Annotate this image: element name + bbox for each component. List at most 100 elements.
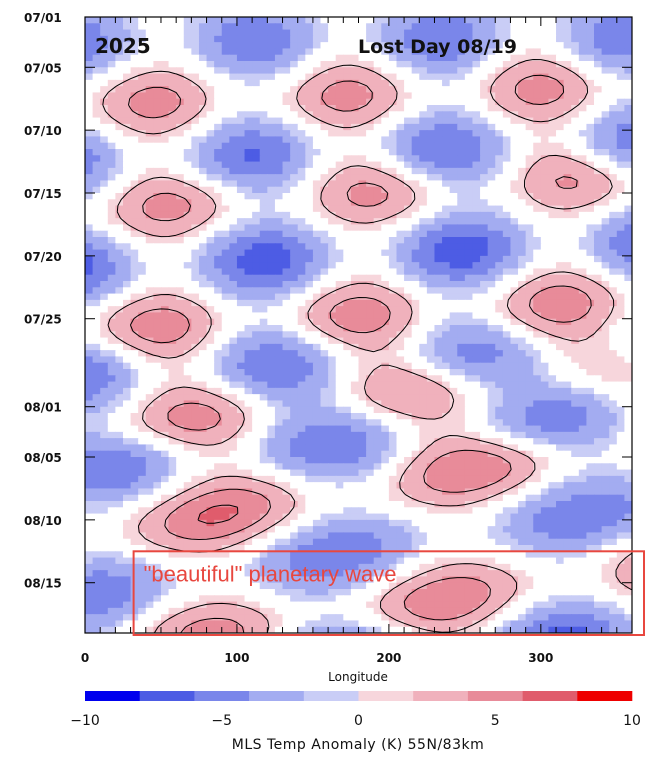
heatmap-cell [236,61,246,68]
heatmap-cell [525,186,534,194]
heatmap-cell [609,161,618,169]
heatmap-cell [274,92,284,100]
heatmap-cell [533,337,542,345]
heatmap-cell [571,237,580,244]
heatmap-cell [244,92,253,100]
heatmap-cell [624,61,632,68]
heatmap-cell [533,136,542,144]
heatmap-cell [221,318,230,326]
heatmap-cell [236,444,246,452]
heatmap-cell [115,73,124,81]
heatmap-cell [442,79,451,87]
heatmap-cell [616,73,626,81]
heatmap-cell [198,193,208,200]
heatmap-cell [388,193,398,200]
heatmap-cell [404,237,413,244]
heatmap-cell [442,444,451,452]
heatmap-cell [381,318,390,326]
heatmap-cell [100,67,109,75]
heatmap-cell [525,167,534,175]
heatmap-cell [122,350,132,358]
heatmap-cell [328,419,337,427]
heatmap-cell [578,381,588,389]
heatmap-cell [388,73,398,81]
heatmap-cell [525,211,534,219]
heatmap-cell [518,136,527,144]
heatmap-cell [153,387,162,395]
heatmap-cell [594,438,603,446]
heatmap-cell [320,86,329,94]
heatmap-cell [381,136,390,144]
heatmap-cell [191,306,200,314]
heatmap-cell [457,243,466,251]
heatmap-cell [297,306,306,314]
heatmap-cell [221,375,230,383]
heatmap-cell [480,149,489,156]
heatmap-cell [107,249,116,257]
heatmap-cell [191,312,200,320]
heatmap-cell [373,211,382,219]
heatmap-cell [487,438,496,446]
heatmap-cell [282,79,291,87]
heatmap-cell [556,249,565,257]
heatmap-cell [85,180,94,188]
heatmap-cell [335,413,344,420]
heatmap-cell [312,205,322,213]
heatmap-cell [510,413,519,420]
heatmap-cell [214,281,223,288]
heatmap-cell [107,61,116,68]
heatmap-cell [480,186,489,194]
heatmap-cell [229,262,238,270]
heatmap-cell [312,400,322,408]
heatmap-cell [206,35,215,43]
heatmap-cell [312,42,322,50]
heatmap-cell [138,218,147,226]
heatmap-cell [419,48,428,56]
heatmap-cell [609,413,618,420]
heatmap-cell [548,331,557,339]
heatmap-cell [274,362,284,370]
heatmap-cell [297,356,306,364]
heatmap-cell [480,218,489,226]
heatmap-cell [259,325,268,332]
heatmap-cell [586,199,595,207]
heatmap-cell [335,73,344,81]
heatmap-cell [426,29,436,37]
heatmap-cell [335,274,344,282]
heatmap-cell [609,105,618,112]
heatmap-cell [122,142,132,150]
heatmap-cell [206,400,215,408]
heatmap-cell [388,155,398,163]
heatmap-cell [198,274,208,282]
heatmap-cell [343,186,352,194]
heatmap-cell [244,237,253,244]
heatmap-cell [92,174,101,182]
heatmap-cell [107,73,116,81]
heatmap-cell [297,287,306,295]
heatmap-cell [138,111,147,119]
heatmap-cell [176,425,185,433]
heatmap-cell [267,406,276,414]
heatmap-cell [328,54,337,62]
heatmap-cell [335,117,344,125]
heatmap-cell [525,356,534,364]
heatmap-cell [343,312,352,320]
heatmap-cell [335,255,344,263]
heatmap-cell [571,413,580,420]
heatmap-cell [267,268,276,276]
heatmap-cell [160,180,170,188]
heatmap-cell [540,237,550,244]
heatmap-cell [487,105,496,112]
heatmap-cell [480,54,489,62]
heatmap-cell [153,262,162,270]
heatmap-cell [510,406,519,414]
heatmap-cell [236,318,246,326]
heatmap-cell [472,243,481,251]
heatmap-cell [502,17,512,24]
heatmap-cell [480,299,489,307]
heatmap-cell [297,92,306,100]
heatmap-cell [176,186,185,194]
heatmap-cell [290,79,299,87]
heatmap-cell [305,293,314,301]
heatmap-cell [221,61,230,68]
